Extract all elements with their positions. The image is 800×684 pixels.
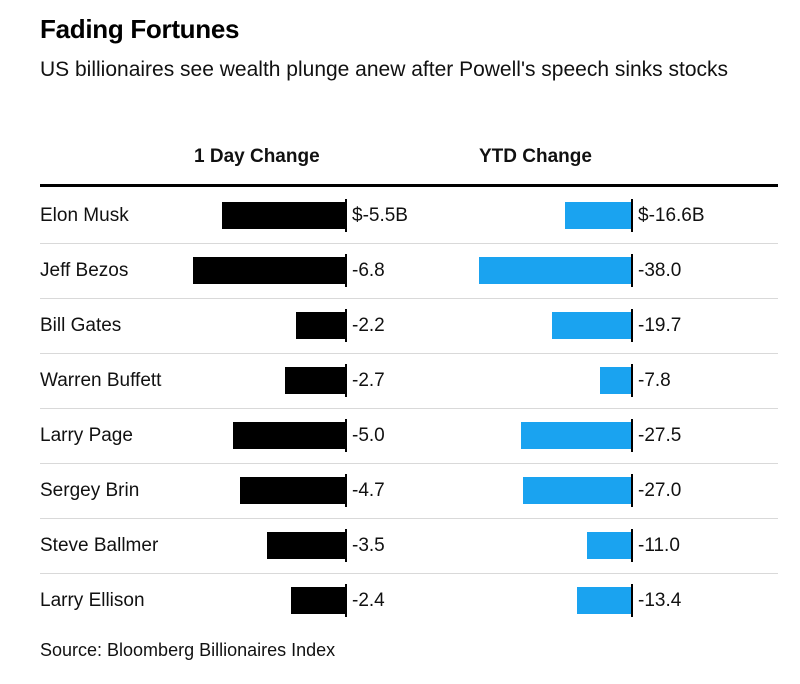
value-ytd-larry-ellison: -13.4 [638,589,682,611]
source-note: Source: Bloomberg Billionaires Index [40,640,336,660]
row-label-warren-buffett: Warren Buffett [40,369,162,391]
baseline-1-day-steve-ballmer [345,529,347,562]
bar-1-day-steve-ballmer [266,532,345,559]
column-header-1-day-change: 1 Day Change [194,146,320,167]
value-1-day-sergey-brin: -4.7 [352,479,385,501]
value-ytd-steve-ballmer: -11.0 [638,534,680,556]
row-label-steve-ballmer: Steve Ballmer [40,534,159,556]
header-rule [40,184,778,187]
value-1-day-jeff-bezos: -6.8 [352,259,385,281]
chart-title: Fading Fortunes [40,14,240,44]
baseline-ytd-larry-ellison [631,584,633,617]
column-header-ytd-change: YTD Change [479,146,592,167]
row-divider [40,518,778,519]
value-ytd-jeff-bezos: -38.0 [638,259,682,281]
baseline-1-day-bill-gates [345,309,347,342]
bar-ytd-larry-page [521,422,631,449]
baseline-1-day-sergey-brin [345,474,347,507]
baseline-ytd-warren-buffett [631,364,633,397]
baseline-1-day-jeff-bezos [345,254,347,287]
baseline-ytd-bill-gates [631,309,633,342]
row-label-jeff-bezos: Jeff Bezos [40,259,129,281]
bar-1-day-jeff-bezos [192,257,345,284]
baseline-ytd-sergey-brin [631,474,633,507]
baseline-ytd-elon-musk [631,199,633,232]
value-1-day-warren-buffett: -2.7 [352,369,385,391]
value-1-day-larry-ellison: -2.4 [352,589,385,611]
row-label-sergey-brin: Sergey Brin [40,479,140,501]
bar-ytd-larry-ellison [577,587,631,614]
value-ytd-sergey-brin: -27.0 [638,479,682,501]
row-divider [40,243,778,244]
bar-1-day-larry-page [233,422,345,449]
bar-ytd-bill-gates [552,312,631,339]
row-label-bill-gates: Bill Gates [40,314,122,336]
row-label-elon-musk: Elon Musk [40,204,129,226]
bar-1-day-sergey-brin [239,477,345,504]
value-ytd-bill-gates: -19.7 [638,314,682,336]
baseline-1-day-warren-buffett [345,364,347,397]
baseline-ytd-steve-ballmer [631,529,633,562]
row-divider [40,463,778,464]
bar-ytd-jeff-bezos [479,257,631,284]
bar-ytd-warren-buffett [599,367,631,394]
value-ytd-elon-musk: $-16.6B [638,204,705,226]
row-divider [40,298,778,299]
bar-1-day-warren-buffett [284,367,345,394]
chart-subtitle: US billionaires see wealth plunge anew a… [40,58,729,81]
bar-1-day-elon-musk [221,202,345,229]
row-divider [40,408,778,409]
baseline-1-day-larry-ellison [345,584,347,617]
baseline-ytd-jeff-bezos [631,254,633,287]
bar-ytd-sergey-brin [523,477,631,504]
value-1-day-bill-gates: -2.2 [352,314,385,336]
baseline-1-day-elon-musk [345,199,347,232]
bar-1-day-larry-ellison [291,587,345,614]
value-1-day-larry-page: -5.0 [352,424,385,446]
value-ytd-larry-page: -27.5 [638,424,682,446]
row-label-larry-ellison: Larry Ellison [40,589,145,611]
baseline-1-day-larry-page [345,419,347,452]
row-divider [40,353,778,354]
baseline-ytd-larry-page [631,419,633,452]
row-divider [40,573,778,574]
value-1-day-elon-musk: $-5.5B [352,204,408,226]
row-label-larry-page: Larry Page [40,424,133,446]
value-ytd-warren-buffett: -7.8 [638,369,671,391]
value-1-day-steve-ballmer: -3.5 [352,534,385,556]
bar-ytd-steve-ballmer [587,532,631,559]
bar-ytd-elon-musk [564,202,631,229]
bar-1-day-bill-gates [295,312,345,339]
